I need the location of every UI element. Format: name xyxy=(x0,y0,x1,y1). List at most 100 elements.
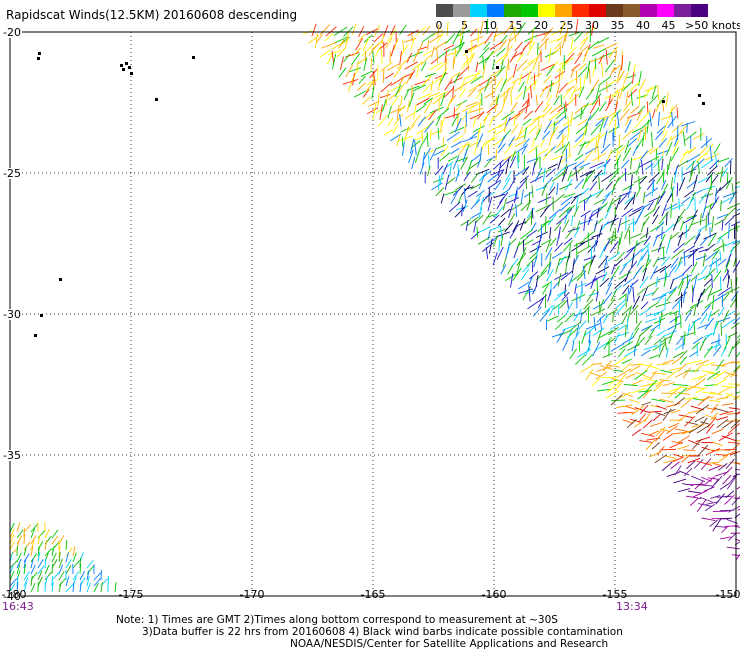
wind-barb xyxy=(662,330,677,338)
wind-barb xyxy=(463,171,471,182)
wind-barb xyxy=(541,130,551,140)
wind-barb xyxy=(93,578,101,587)
wind-barb xyxy=(602,193,611,204)
wind-barb xyxy=(674,387,688,399)
wind-barb xyxy=(572,160,585,170)
wind-barb xyxy=(424,72,437,78)
wind-barb xyxy=(9,528,15,539)
wind-barb xyxy=(584,114,592,127)
wind-barb xyxy=(688,386,705,390)
wind-barb xyxy=(681,168,697,176)
wind-barb xyxy=(16,529,24,539)
wind-barb xyxy=(682,264,693,276)
wind-barb xyxy=(659,234,666,247)
wind-barb xyxy=(736,208,740,212)
wind-barb xyxy=(674,316,678,329)
wind-barb xyxy=(537,220,549,233)
wind-barb xyxy=(495,54,507,64)
wind-barb xyxy=(588,331,591,343)
wind-barb xyxy=(670,203,672,219)
wind-barb xyxy=(483,137,494,147)
wind-barb xyxy=(648,301,660,309)
wind-barb xyxy=(526,200,531,211)
wind-barb xyxy=(529,251,539,260)
wind-barb xyxy=(399,24,407,35)
wind-barb xyxy=(712,270,722,282)
wind-barb xyxy=(585,170,595,183)
wind-barb xyxy=(540,239,552,246)
wind-barb xyxy=(65,552,69,563)
wind-barb xyxy=(630,174,633,190)
wind-barb xyxy=(693,321,696,336)
wind-barb xyxy=(79,582,82,593)
wind-barb xyxy=(653,308,667,317)
wind-barb xyxy=(651,131,653,148)
wind-barb xyxy=(488,116,494,127)
wind-barb xyxy=(524,214,532,225)
wind-barb xyxy=(591,22,594,36)
wind-barb xyxy=(655,99,661,112)
wind-barb xyxy=(380,61,393,72)
wind-barb xyxy=(428,92,441,98)
wind-barb xyxy=(455,42,465,57)
wind-barb xyxy=(700,417,708,427)
wind-barb xyxy=(419,135,428,149)
wind-barb xyxy=(591,363,603,365)
wind-barb xyxy=(509,51,518,63)
wind-barb xyxy=(735,391,740,394)
wind-barb xyxy=(661,256,671,267)
wind-barb xyxy=(615,148,619,161)
wind-barb xyxy=(688,425,702,434)
wind-barb xyxy=(559,21,566,36)
wind-barb xyxy=(546,120,559,129)
wind-barb xyxy=(9,570,15,581)
wind-barb xyxy=(632,266,642,280)
wind-barb xyxy=(693,275,698,289)
wind-barb xyxy=(513,114,516,127)
wind-barb xyxy=(479,170,488,182)
wind-barb xyxy=(468,160,481,170)
wind-barb xyxy=(611,264,616,275)
wind-barb xyxy=(718,463,728,471)
wind-barb xyxy=(656,363,670,366)
wind-barb xyxy=(542,304,554,315)
wind-barb xyxy=(713,143,721,155)
wind-barb xyxy=(632,205,644,213)
wind-barb xyxy=(556,231,561,247)
wind-barb xyxy=(489,225,501,231)
wind-barb xyxy=(79,570,85,581)
wind-barb xyxy=(722,420,734,429)
wind-barb xyxy=(595,290,599,302)
wind-barb xyxy=(707,287,713,301)
wind-barb xyxy=(455,183,467,191)
wind-barb xyxy=(336,46,347,58)
wind-barb xyxy=(666,288,677,302)
wind-barb xyxy=(560,270,573,281)
wind-barb xyxy=(338,67,347,78)
wind-barb xyxy=(456,29,471,38)
wind-barb xyxy=(584,121,589,136)
wind-barb xyxy=(630,157,633,170)
wind-barb xyxy=(623,411,636,414)
wind-barb xyxy=(507,212,516,226)
wind-barb xyxy=(700,421,711,425)
wind-barb xyxy=(536,269,548,281)
wind-barb xyxy=(100,582,103,593)
wind-barb xyxy=(548,305,556,317)
wind-barb xyxy=(716,213,729,219)
wind-barb xyxy=(482,114,489,126)
wind-barb xyxy=(668,332,674,344)
wind-barb xyxy=(570,111,573,126)
wind-barb xyxy=(462,199,468,212)
wind-barb xyxy=(479,122,482,133)
wind-barb xyxy=(23,546,27,557)
wind-barb xyxy=(672,384,689,386)
wind-barb xyxy=(427,165,431,177)
wind-barb xyxy=(708,465,721,471)
wind-barb xyxy=(521,143,528,155)
wind-barb xyxy=(555,83,561,98)
wind-barb xyxy=(693,233,701,245)
legend-swatch xyxy=(674,4,691,17)
wind-barb xyxy=(526,158,537,163)
wind-barb xyxy=(704,301,714,309)
